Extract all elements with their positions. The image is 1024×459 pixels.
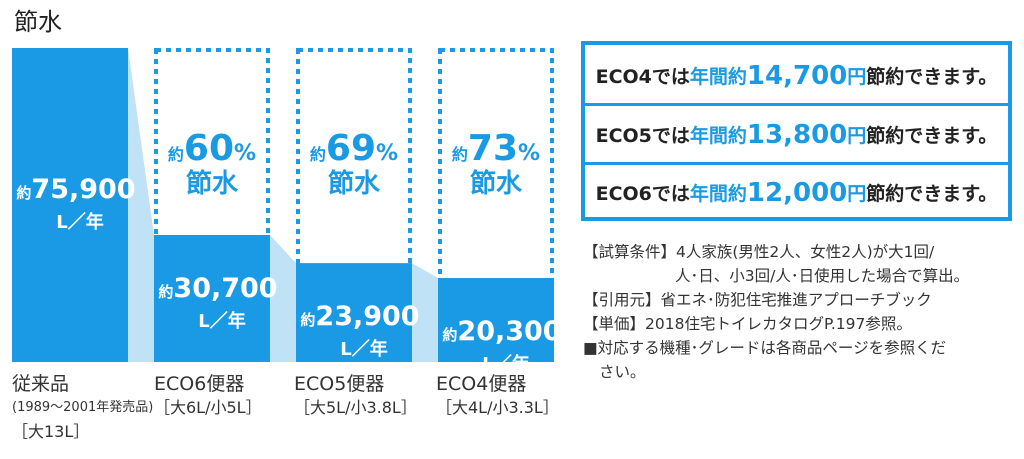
eco-savings-row: ECO5では 年間約 13,800 円節約できます。 (595, 119, 998, 150)
category-name: 従来品 (12, 373, 70, 395)
eco-savings-row: ECO6では 年間約 12,000 円節約できます。 (595, 177, 998, 208)
savings-word-label: 節水 (328, 168, 381, 199)
bar (154, 234, 270, 362)
savings-word-label: 節水 (186, 168, 239, 199)
note-line: ■対応する機種･グレードは各商品ページを参照くだ (583, 339, 947, 357)
bar-connector (128, 48, 154, 362)
calculation-notes: 【試算条件】4人家族(男性2人、女性2人)が大1回/ 人･日、小3回/人･日使用… (583, 240, 969, 384)
bar-value-label: 約75,900 (16, 174, 135, 205)
bar-connector (270, 234, 296, 362)
category-name: ECO4便器 (436, 373, 527, 395)
note-line: さい。 (599, 363, 646, 381)
eco-savings-box: ECO4では 年間約 14,700 円節約できます。 ECO5では 年間約 13,800 円… (581, 41, 1012, 221)
bar-unit-label: L／年 (482, 353, 529, 375)
category-name: ECO5便器 (294, 373, 385, 395)
category-label-2: ECO5便器 ［大5L/小3.8L］ (294, 372, 417, 420)
savings-percent-label: 約60% (168, 128, 256, 169)
note-line: 【試算条件】4人家族(男性2人、女性2人)が大1回/ (583, 243, 935, 261)
bar-unit-label: L／年 (340, 338, 387, 360)
bar (438, 278, 554, 362)
category-label-3: ECO4便器 ［大4L/小3.3L］ (436, 372, 559, 420)
category-name: ECO6便器 (154, 373, 245, 395)
category-spec: ［大5L/小3.8L］ (294, 398, 417, 417)
eco-divider (585, 103, 1008, 106)
bar-value-label: 約23,900 (300, 301, 419, 332)
bar-value-label: 約20,300 (442, 316, 561, 347)
bar-connector (412, 263, 438, 362)
savings-percent-label: 約69% (310, 128, 398, 169)
category-label-1: ECO6便器 ［大6L/小5L］ (154, 372, 262, 420)
category-spec: ［大6L/小5L］ (154, 398, 262, 417)
water-saving-bar-chart: 約75,900L／年約30,700L／年約60%節水約23,900L／年約69%… (12, 48, 561, 375)
savings-word-label: 節水 (470, 168, 523, 199)
category-spec: ［大13L］ (12, 422, 90, 441)
savings-percent-label: 約73% (452, 128, 540, 169)
bar (296, 263, 412, 362)
category-label-0: 従来品 (1989〜2001年発売品) ［大13L］ (12, 372, 153, 444)
note-line: 人･日、小3回/人･日使用した場合で算出。 (675, 267, 970, 285)
note-line: 【引用元】省エネ･防犯住宅推進アプローチブック (583, 291, 932, 309)
eco-savings-row: ECO4では 年間約 14,700 円節約できます。 (595, 60, 998, 91)
category-spec: ［大4L/小3.3L］ (436, 398, 559, 417)
bar-unit-label: L／年 (198, 310, 245, 332)
eco-divider (585, 162, 1008, 165)
category-sub: (1989〜2001年発売品) (12, 400, 154, 415)
bar-value-label: 約30,700 (158, 273, 277, 304)
page-title: 節水 (14, 8, 62, 36)
bar-unit-label: L／年 (56, 211, 103, 233)
bar (12, 48, 128, 362)
note-line: 【単価】2018住宅トイレカタログP.197参照。 (583, 315, 912, 333)
